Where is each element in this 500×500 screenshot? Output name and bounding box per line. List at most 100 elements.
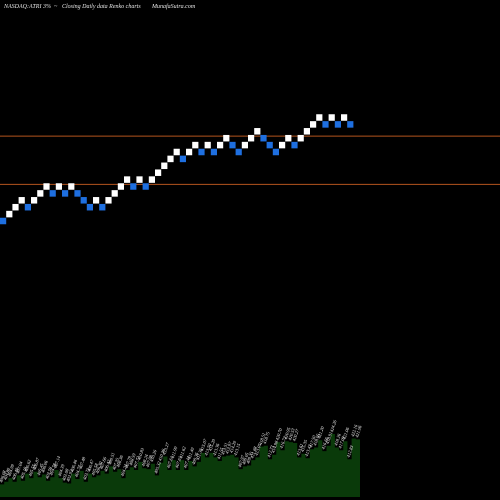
renko-brick-down (62, 190, 69, 197)
volume-value-label: 411.55 (216, 446, 225, 460)
volume-value-label: 405.45 (36, 462, 45, 476)
volume-value-label: 415.20 (208, 438, 217, 452)
renko-brick-up (55, 183, 62, 190)
renko-brick-down (130, 183, 137, 190)
renko-brick-down (142, 183, 149, 190)
volume-value-label: 408.59 (128, 452, 137, 466)
renko-brick-up (310, 121, 317, 128)
volume-value-label: 402.92 (65, 468, 74, 482)
renko-brick-down (99, 203, 106, 211)
renko-brick-up (204, 141, 211, 149)
renko-brick-up (285, 134, 292, 142)
volume-value-label: 404.99 (7, 463, 16, 477)
volume-value-label: 420.95 (283, 426, 292, 440)
volume-value-label: 405.55 (28, 463, 37, 477)
renko-brick-down (210, 148, 217, 156)
renko-brick-up (217, 141, 224, 149)
volume-value-label: 411.62 (178, 445, 187, 459)
renko-brick-down (0, 217, 7, 225)
volume-value-label: 409.36 (191, 451, 200, 465)
volume-value-label: 404.80 (2, 466, 11, 480)
volume-value-label: 418.26 (333, 432, 342, 446)
renko-brick-up (136, 176, 143, 183)
volume-value-label: 414.98 (270, 439, 279, 453)
volume-value-label: 409.05 (241, 451, 250, 465)
renko-brick-up (111, 190, 118, 197)
renko-brick-up (297, 134, 304, 142)
volume-value-label: 411.36 (195, 447, 204, 461)
volume-value-label: 407.04 (15, 460, 24, 474)
renko-brick-up (192, 141, 199, 149)
chart-header-symbol: NASDAQ:ATRI 3% (3, 4, 51, 10)
volume-value-label: 404.78 (49, 462, 58, 476)
volume-value-label: 414.20 (229, 439, 238, 453)
volume-value-label: 406.40 (11, 466, 20, 480)
volume-value-label: 416.66 (321, 436, 330, 450)
volume-value-label: 417.50 (308, 434, 317, 448)
renko-brick-up (117, 183, 124, 190)
volume-value-label: 404.24 (120, 463, 129, 477)
renko-brick-down (80, 197, 87, 204)
volume-value-label: 421.96 (354, 424, 363, 438)
volume-value-label: 413.61 (295, 443, 304, 456)
volume-value-label: 406.30 (95, 460, 104, 474)
volume-value-label: 421.06 (342, 426, 351, 440)
volume-value-label: 413.97 (224, 440, 233, 454)
renko-brick-up (173, 148, 180, 156)
volume-value-label: 407.98 (145, 454, 154, 468)
renko-brick-up (148, 176, 155, 183)
renko-brick-down (334, 121, 341, 128)
volume-value-label: 413.43 (304, 443, 313, 457)
renko-brick-up (167, 155, 174, 163)
volume-value-label: 420.53 (287, 427, 296, 441)
volume-value-label: 403.56 (44, 466, 53, 480)
volume-value-label: 411.49 (187, 446, 196, 460)
renko-brick-up (31, 197, 38, 204)
volume-value-label: 405.10 (19, 466, 28, 480)
volume-value-label: 418.75 (262, 430, 271, 444)
renko-brick-up (223, 134, 230, 142)
renko-brick-up (155, 169, 162, 176)
chart-header-arrow: ~ (54, 4, 58, 10)
renko-brick-down (179, 155, 186, 163)
renko-brick-up (18, 197, 25, 204)
renko-brick-up (12, 203, 19, 211)
volume-value-label: 415.35 (300, 439, 309, 453)
renko-brick-up (124, 176, 131, 183)
volume-value-label: 403.71 (82, 467, 91, 480)
chart-header-description: Closing Daily data Renko charts (62, 4, 141, 10)
volume-value-label: 407.61 (166, 455, 175, 468)
renko-brick-up (254, 128, 261, 135)
volume-value-label: 407.48 (78, 456, 87, 470)
volume-value-label: 406.42 (103, 458, 112, 472)
renko-brick-down (347, 121, 354, 128)
volume-panel: 406.08404.80404.99406.40407.04405.10406.… (0, 419, 363, 497)
volume-value-label: 410.83 (136, 447, 145, 461)
volume-value-label: 413.27 (162, 441, 171, 455)
renko-brick-up (248, 134, 255, 142)
renko-brick-down (260, 134, 267, 142)
volume-value-label: 418.51 (258, 432, 267, 445)
volume-value-label: 408.36 (115, 454, 124, 468)
renko-brick-down (24, 203, 31, 211)
volume-value-label: 424.26 (329, 419, 338, 433)
volume-value-label: 409.35 (245, 450, 254, 464)
volume-value-label: 405.58 (90, 462, 99, 476)
renko-brick-up (43, 183, 50, 190)
volume-value-label: 413.05 (254, 442, 263, 456)
renko-brick-down (198, 148, 205, 156)
renko-brick-up (341, 114, 348, 121)
volume-value-label: 417.09 (337, 435, 346, 449)
volume-value-label: 407.79 (124, 455, 133, 469)
volume-value-label: 407.35 (111, 457, 120, 471)
volume-value-label: 405.32 (153, 460, 162, 474)
volume-value-label: 412.83 (346, 444, 355, 458)
renko-brick-up (37, 190, 44, 197)
volume-value-label: 406.06 (40, 459, 49, 473)
volume-value-label: 408.24 (141, 453, 150, 467)
volume-area (0, 434, 360, 497)
renko-brick-up (105, 197, 112, 204)
renko-brick-down (86, 203, 93, 211)
volume-value-label: 404.39 (57, 463, 66, 477)
